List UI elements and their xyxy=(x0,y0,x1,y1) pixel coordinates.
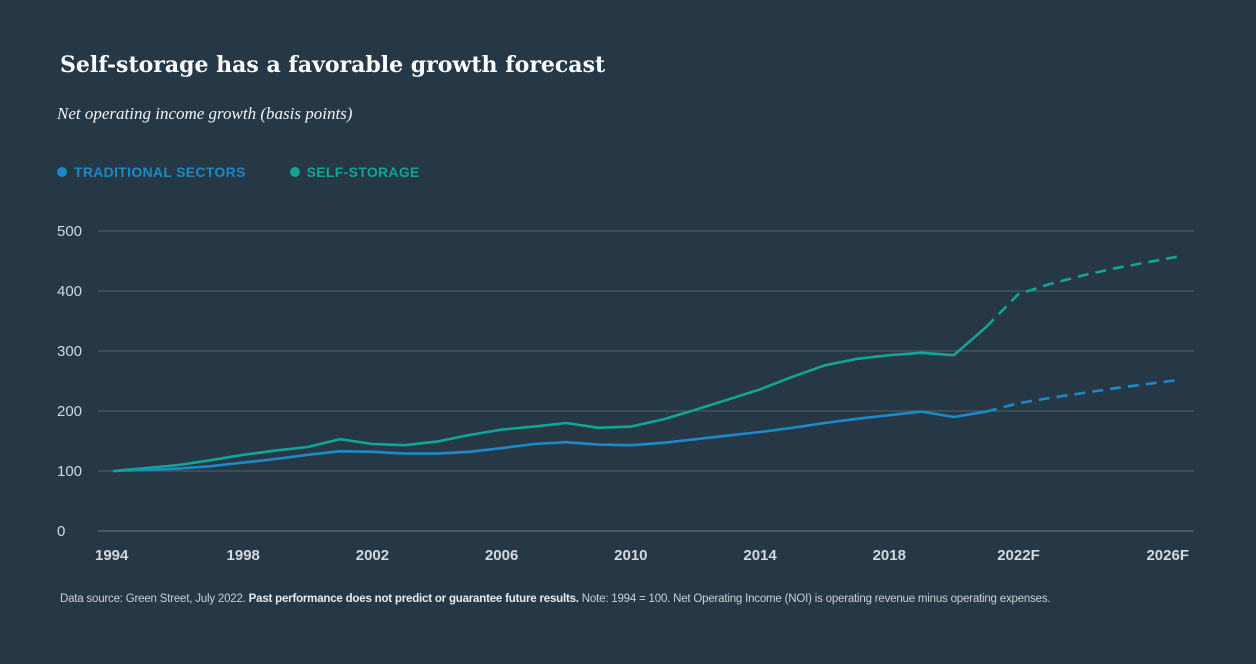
x-tick-label: 2002 xyxy=(356,547,389,564)
x-tick-label: 2018 xyxy=(873,547,906,564)
x-tick-label: 2010 xyxy=(614,547,647,564)
legend-dot-traditional-sectors xyxy=(57,167,67,177)
series-line-self-storage-forecast xyxy=(985,254,1181,328)
legend-label-self-storage: SELF-STORAGE xyxy=(306,164,420,180)
legend-dot-self-storage xyxy=(289,167,300,177)
series-line-traditional-sectors-actual xyxy=(112,410,988,473)
series-lines xyxy=(112,254,1181,473)
y-tick-label: 500 xyxy=(57,223,82,240)
y-tick-label: 100 xyxy=(57,463,82,480)
y-axis-ticks: 0 100 200 300 400 500 xyxy=(57,223,82,540)
x-tick-label: 2026F xyxy=(1146,547,1189,564)
y-tick-label: 400 xyxy=(57,283,82,300)
series-line-traditional-sectors-forecast xyxy=(985,378,1181,413)
y-tick-label: 0 xyxy=(57,523,65,540)
series-line-self-storage-actual xyxy=(112,325,988,473)
x-tick-label: 2022F xyxy=(997,547,1040,564)
footnote: Data source: Green Street, July 2022. Pa… xyxy=(60,593,1051,605)
legend-item-self-storage: SELF-STORAGE xyxy=(289,164,420,180)
y-tick-label: 200 xyxy=(57,403,82,420)
footnote-source: Data source: Green Street, July 2022. xyxy=(60,593,246,605)
legend: TRADITIONAL SECTORS SELF-STORAGE xyxy=(57,164,420,180)
x-tick-label: 1998 xyxy=(227,547,260,564)
x-tick-label: 1994 xyxy=(95,547,129,564)
gridlines xyxy=(98,230,1194,532)
chart-subtitle: Net operating income growth (basis point… xyxy=(57,104,353,123)
x-tick-label: 2014 xyxy=(743,547,777,564)
chart-title: Self-storage has a favorable growth fore… xyxy=(60,52,606,78)
x-axis-ticks: 1994 1998 2002 2006 2010 2014 2018 2022F 2026F xyxy=(95,547,1189,564)
y-tick-label: 300 xyxy=(57,343,82,360)
footnote-disclaimer: Past performance does not predict or gua… xyxy=(248,593,579,605)
x-tick-label: 2006 xyxy=(485,547,518,564)
legend-label-traditional-sectors: TRADITIONAL SECTORS xyxy=(74,164,246,180)
footnote-note: Note: 1994 = 100. Net Operating Income (… xyxy=(581,593,1051,605)
legend-item-traditional-sectors: TRADITIONAL SECTORS xyxy=(57,164,246,180)
